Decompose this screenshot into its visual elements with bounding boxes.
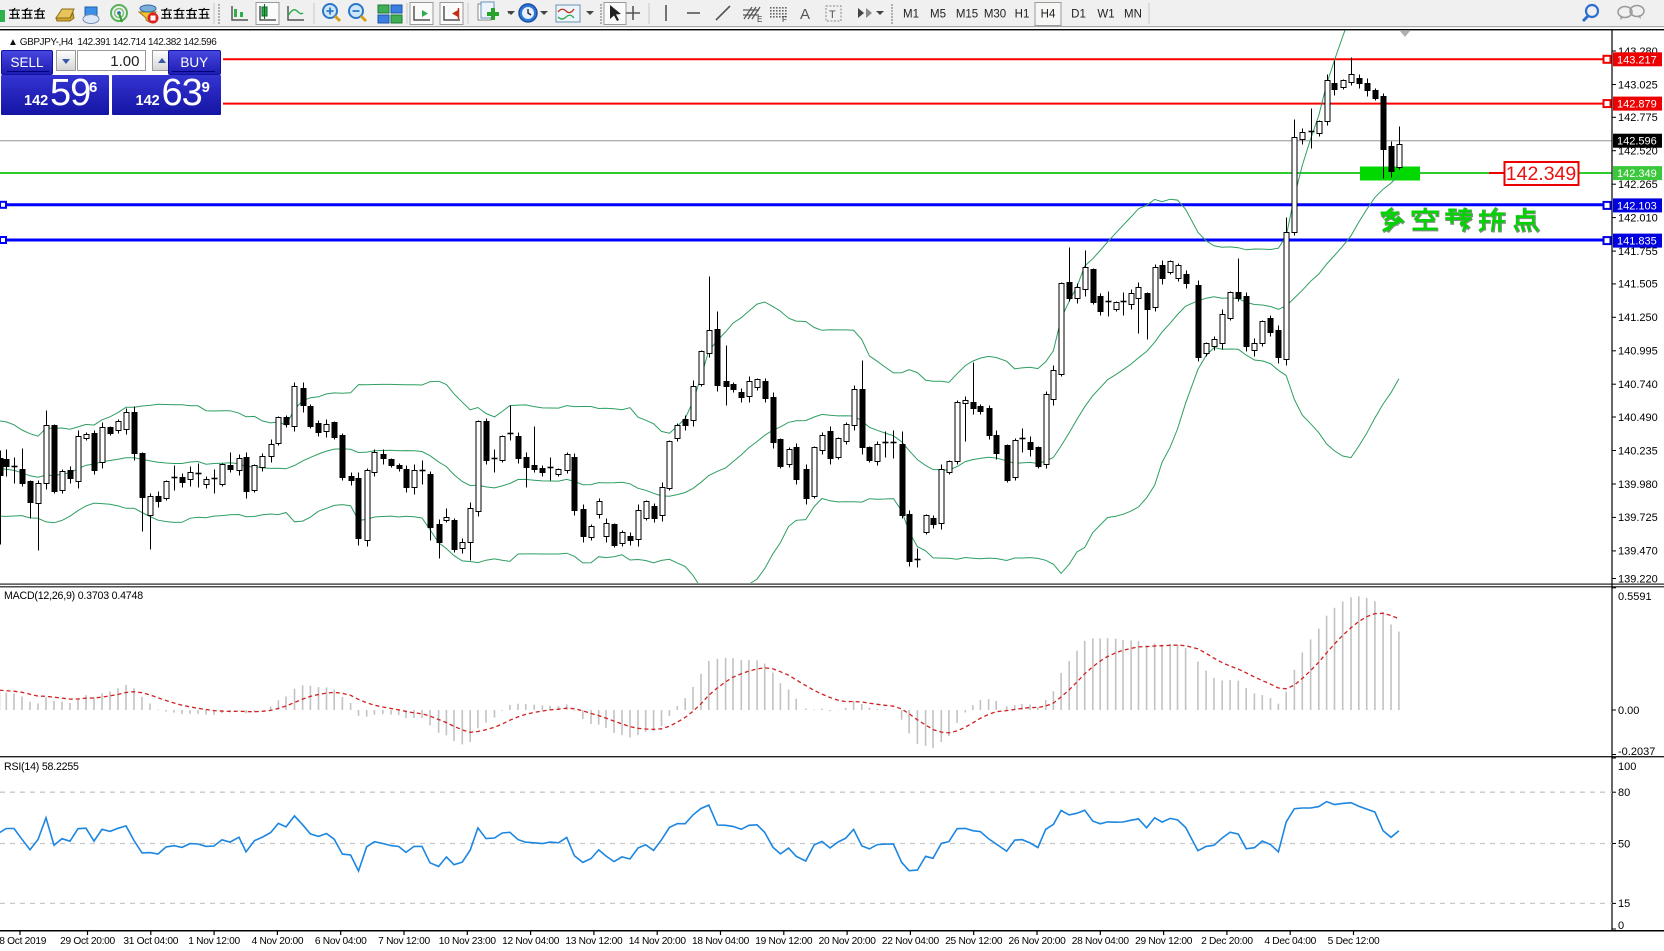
svg-text:7 Nov 12:00: 7 Nov 12:00: [378, 936, 430, 947]
svg-text:T: T: [829, 9, 836, 21]
svg-text:143.025: 143.025: [1618, 79, 1658, 91]
svg-text:-0.2037: -0.2037: [1618, 746, 1655, 758]
svg-text:M1: M1: [903, 9, 919, 21]
svg-text:18 Nov 04:00: 18 Nov 04:00: [692, 936, 750, 947]
svg-text:MACD(12,26,9) 0.3703 0.4748: MACD(12,26,9) 0.3703 0.4748: [4, 590, 143, 602]
svg-text:22 Nov 04:00: 22 Nov 04:00: [882, 936, 940, 947]
svg-text:F: F: [782, 15, 787, 24]
svg-text:141.250: 141.250: [1618, 312, 1658, 324]
svg-text:E: E: [757, 15, 762, 24]
svg-text:142.010: 142.010: [1618, 212, 1658, 224]
svg-text:139.220: 139.220: [1618, 573, 1658, 585]
svg-text:20 Nov 20:00: 20 Nov 20:00: [819, 936, 877, 947]
svg-text:M30: M30: [984, 9, 1006, 21]
svg-text:26 Nov 20:00: 26 Nov 20:00: [1008, 936, 1066, 947]
svg-text:1 Nov 12:00: 1 Nov 12:00: [188, 936, 240, 947]
svg-text:140.740: 140.740: [1618, 379, 1658, 391]
svg-text:0: 0: [1618, 920, 1624, 932]
svg-text:15: 15: [1618, 898, 1630, 910]
svg-text:28 Oct 2019: 28 Oct 2019: [0, 936, 47, 947]
svg-text:142.265: 142.265: [1618, 179, 1658, 191]
svg-text:▲ GBPJPY-,H4 142.391 142.714: ▲ GBPJPY-,H4 142.391 142.714 142.382 142…: [8, 37, 217, 48]
svg-text:19 Nov 12:00: 19 Nov 12:00: [755, 936, 813, 947]
svg-text:MN: MN: [1124, 9, 1142, 21]
svg-text:0.5591: 0.5591: [1618, 591, 1652, 603]
svg-text:143.217: 143.217: [1617, 54, 1657, 66]
svg-text:RSI(14) 58.2255: RSI(14) 58.2255: [4, 761, 79, 773]
svg-text:5 Dec 12:00: 5 Dec 12:00: [1328, 936, 1380, 947]
svg-text:M5: M5: [930, 9, 946, 21]
svg-text:10 Nov 23:00: 10 Nov 23:00: [439, 936, 497, 947]
svg-text:140.235: 140.235: [1618, 445, 1658, 457]
svg-text:141.505: 141.505: [1618, 279, 1658, 291]
svg-text:D1: D1: [1071, 9, 1086, 21]
svg-text:142.596: 142.596: [1617, 136, 1657, 148]
svg-text:25 Nov 12:00: 25 Nov 12:00: [945, 936, 1003, 947]
svg-text:140.490: 140.490: [1618, 412, 1658, 424]
svg-text:29 Nov 12:00: 29 Nov 12:00: [1135, 936, 1193, 947]
svg-text:2 Dec 20:00: 2 Dec 20:00: [1201, 936, 1253, 947]
svg-text:139.470: 139.470: [1618, 546, 1658, 558]
svg-text:6 Nov 04:00: 6 Nov 04:00: [315, 936, 367, 947]
svg-text:140.995: 140.995: [1618, 346, 1658, 358]
svg-text:28 Nov 04:00: 28 Nov 04:00: [1072, 936, 1130, 947]
svg-text:29 Oct 20:00: 29 Oct 20:00: [60, 936, 115, 947]
svg-text:141.835: 141.835: [1617, 236, 1657, 248]
svg-text:H4: H4: [1041, 9, 1056, 21]
svg-text:M15: M15: [956, 9, 978, 21]
svg-text:141.755: 141.755: [1618, 246, 1658, 258]
svg-text:50: 50: [1618, 838, 1630, 850]
svg-text:13 Nov 12:00: 13 Nov 12:00: [565, 936, 623, 947]
svg-text:A: A: [800, 6, 810, 23]
svg-text:80: 80: [1618, 787, 1630, 799]
svg-text:H1: H1: [1015, 9, 1030, 21]
svg-text:142.520: 142.520: [1618, 146, 1658, 158]
svg-text:14 Nov 20:00: 14 Nov 20:00: [629, 936, 687, 947]
svg-text:100: 100: [1618, 761, 1636, 773]
svg-text:W1: W1: [1097, 9, 1114, 21]
svg-text:142.879: 142.879: [1617, 99, 1657, 111]
svg-text:0.00: 0.00: [1618, 705, 1639, 717]
svg-text:139.980: 139.980: [1618, 479, 1658, 491]
svg-text:4 Dec 04:00: 4 Dec 04:00: [1264, 936, 1316, 947]
svg-text:12 Nov 04:00: 12 Nov 04:00: [502, 936, 560, 947]
svg-text:139.725: 139.725: [1618, 512, 1658, 524]
svg-text:142.103: 142.103: [1617, 200, 1657, 212]
svg-text:142.349: 142.349: [1617, 168, 1657, 180]
svg-text:31 Oct 04:00: 31 Oct 04:00: [123, 936, 178, 947]
svg-text:142.775: 142.775: [1618, 112, 1658, 124]
svg-text:142.349: 142.349: [1506, 163, 1577, 185]
svg-text:4 Nov 20:00: 4 Nov 20:00: [252, 936, 304, 947]
